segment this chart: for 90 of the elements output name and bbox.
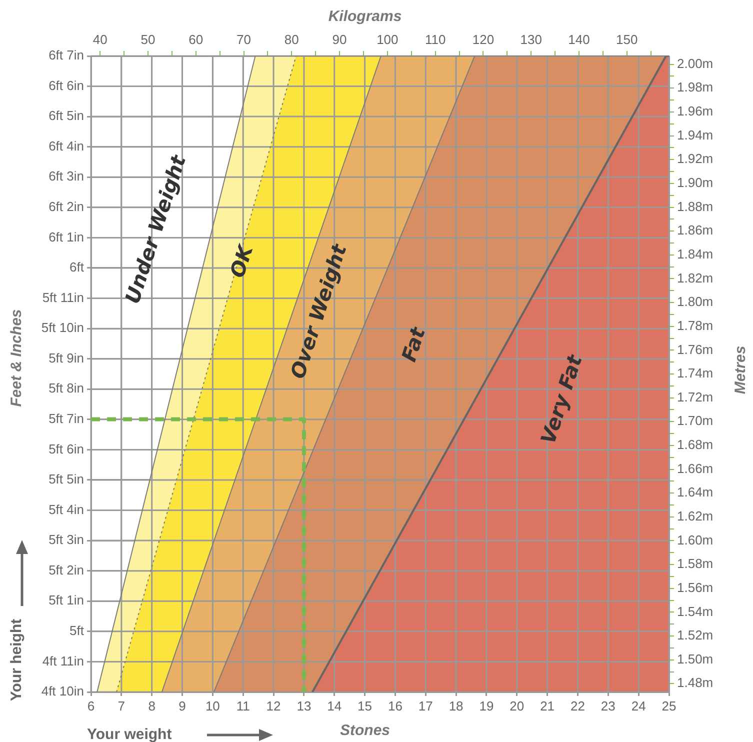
text: Your height: [8, 618, 26, 702]
x2-axis-title: Kilograms: [328, 8, 402, 26]
x-tick-label: 15: [358, 698, 372, 714]
x-tick-label: 19: [479, 698, 494, 714]
y2-tick-label: 1.84m: [677, 246, 714, 262]
y2-tick-label: 1.82m: [677, 270, 714, 286]
y2-tick-label: 1.96m: [677, 104, 714, 119]
x-tick-label: 18: [448, 698, 464, 714]
y2-tick-label: 1.50m: [677, 651, 714, 666]
y-tick-label: 5ft 2in: [48, 562, 84, 578]
y-tick-label: 6ft 4in: [48, 138, 84, 154]
y2-tick-label: 1.74m: [677, 366, 714, 381]
y2-tick-label: 1.70m: [677, 413, 714, 428]
y-tick-label: 5ft 4in: [48, 502, 84, 517]
y-tick-label: 6ft: [70, 260, 84, 275]
y2-axis-title: Metres: [732, 346, 750, 394]
x2-tick-label: 120: [472, 32, 494, 47]
text: Your weight: [87, 726, 172, 742]
y2-tick-label: 1.60m: [677, 532, 714, 548]
x2-tick-label: 60: [188, 32, 204, 47]
x-tick-label: 8: [148, 698, 156, 714]
y2-tick-label: 1.76m: [677, 342, 714, 357]
y-tick-label: 5ft 6in: [48, 441, 84, 456]
x2-tick-label: 70: [236, 32, 251, 47]
y-tick-label: 6ft 2in: [48, 198, 84, 214]
x-tick-label: 12: [266, 698, 281, 714]
x-tick-label: 20: [510, 698, 524, 714]
x-tick-label: 6: [87, 698, 95, 714]
annotation: OK: [224, 240, 258, 281]
y2-tick-label: 1.58m: [677, 556, 714, 572]
y-tick-label: 6ft 1in: [48, 229, 84, 244]
y2-tick-label: 1.64m: [677, 484, 714, 500]
annotation: Fat: [396, 323, 430, 365]
y-tick-label: 4ft 10in: [41, 684, 84, 699]
x-tick-label: 7: [118, 698, 126, 714]
x-tick-label: 14: [327, 698, 342, 714]
y2-tick-label: 1.92m: [677, 151, 714, 166]
y-tick-label: 5ft 8in: [48, 380, 84, 396]
x2-tick-label: 100: [376, 32, 398, 47]
x2-tick-label: 130: [520, 32, 542, 47]
x2-tick-label: 80: [284, 32, 299, 47]
y2-tick-label: 1.86m: [677, 222, 714, 238]
x-tick-label: 17: [418, 698, 433, 714]
y2-tick-label: 1.66m: [677, 460, 714, 476]
y-tick-label: 4ft 11in: [42, 653, 84, 668]
x-tick-label: 16: [388, 698, 402, 714]
annotation: Very Fat: [536, 350, 588, 447]
y2-tick-label: 1.68m: [677, 437, 714, 452]
y-tick-label: 5ft: [70, 622, 84, 638]
x-tick-label: 11: [236, 698, 250, 714]
x2-tick-label: 50: [140, 32, 156, 47]
y-tick-label: 6ft 6in: [48, 78, 84, 93]
y-tick-label: 5ft 9in: [48, 350, 84, 366]
y2-tick-label: 1.88m: [677, 198, 714, 214]
y-tick-label: 5ft 10in: [41, 320, 84, 336]
y2-tick-label: 1.94m: [677, 127, 714, 142]
y2-tick-label: 2.00m: [677, 56, 714, 71]
y2-tick-label: 1.90m: [677, 175, 714, 190]
x2-tick-label: 150: [616, 32, 638, 47]
y2-tick-label: 1.52m: [677, 628, 714, 643]
x-tick-label: 10: [205, 698, 220, 714]
x-tick-label: 13: [296, 698, 312, 714]
x2-tick-label: 140: [568, 32, 590, 47]
y-tick-label: 5ft 11in: [42, 290, 84, 305]
y-tick-label: 6ft 7in: [48, 48, 84, 63]
y2-tick-label: 1.54m: [677, 604, 714, 619]
y2-tick-label: 1.48m: [677, 675, 714, 690]
y2-tick-label: 1.72m: [677, 389, 714, 404]
y2-tick-label: 1.62m: [677, 508, 714, 524]
x2-tick-label: 110: [424, 32, 446, 47]
x-tick-label: 25: [662, 698, 676, 714]
x2-tick-label: 40: [92, 32, 108, 47]
y-tick-label: 5ft 1in: [48, 592, 84, 608]
y-tick-label: 6ft 3in: [48, 168, 84, 184]
y-tick-label: 5ft 5in: [48, 472, 84, 487]
y-tick-label: 5ft 7in: [48, 411, 84, 426]
x-tick-label: 22: [570, 698, 585, 714]
y-tick-label: 6ft 5in: [48, 108, 84, 124]
x2-tick-label: 90: [332, 32, 347, 47]
x-tick-label: 23: [600, 698, 616, 714]
y2-tick-label: 1.80m: [677, 294, 714, 310]
x-tick-label: 21: [540, 698, 555, 714]
y2-tick-label: 1.56m: [677, 580, 714, 595]
y2-tick-label: 1.78m: [677, 318, 714, 333]
y2-tick-label: 1.98m: [677, 80, 714, 95]
y-axis-title: Feet & Inches: [8, 309, 26, 407]
x-tick-label: 24: [631, 698, 646, 714]
x-axis-title: Stones: [340, 722, 390, 740]
y-tick-label: 5ft 3in: [48, 532, 84, 548]
x-tick-label: 9: [178, 698, 186, 714]
